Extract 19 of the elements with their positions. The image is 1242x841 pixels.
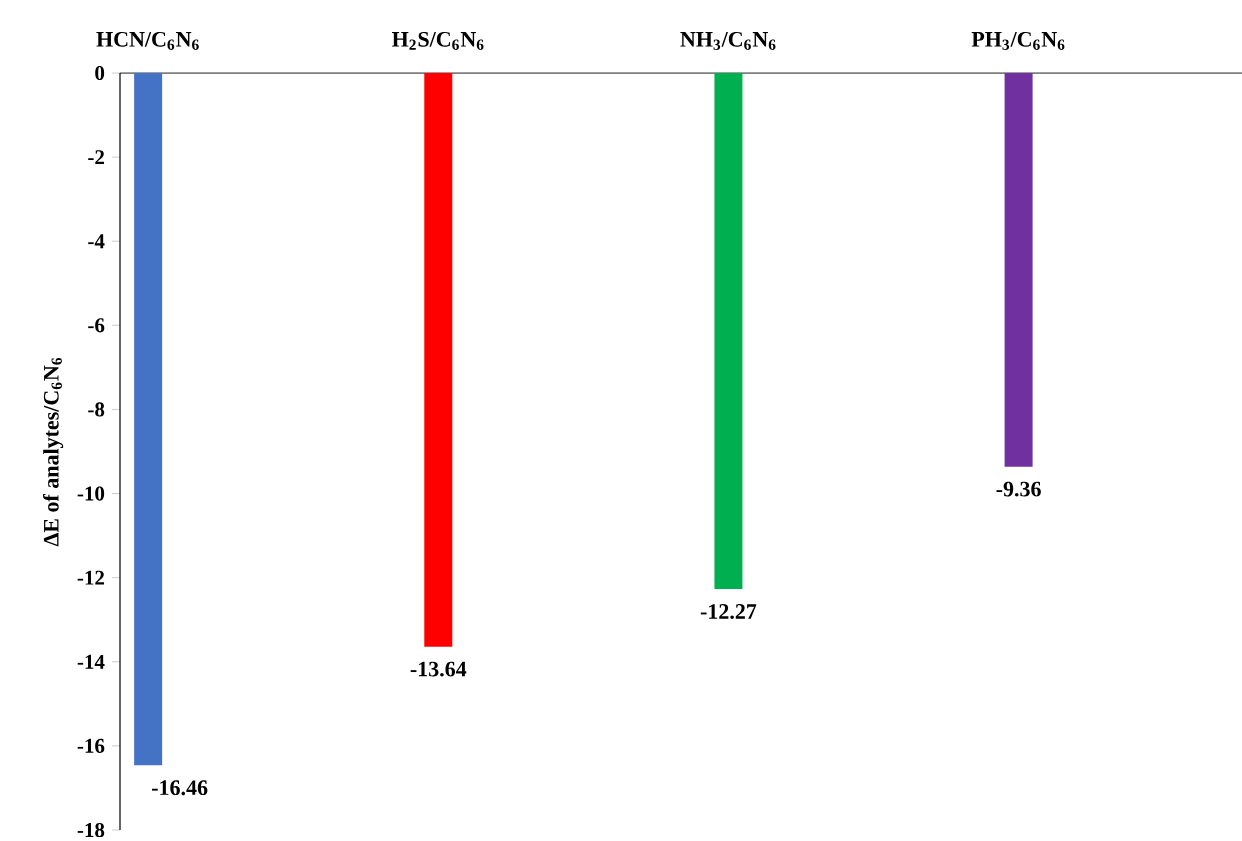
y-tick-label: -4 [88,234,105,249]
x-tick-label: HCN/C$_{6}$N$_{6}$ [96,31,199,50]
x-tick-label: PH$_{3}$/C$_{6}$N$_{6}$ [971,31,1065,50]
x-tick-label: NH$_{3}$/C$_{6}$N$_{6}$ [680,31,776,50]
y-tick-label: -2 [88,150,105,165]
data-label: -16.46 [152,780,208,796]
data-label: -13.64 [410,661,467,677]
y-tick-label: -18 [77,822,105,838]
y-tick-label: -8 [88,402,105,417]
y-tick-label: -16 [77,738,105,753]
y-tick-label: -12 [77,570,105,585]
y-tick-label: -10 [77,486,105,501]
y-tick-label: -6 [88,318,105,333]
y-tick-label: 0 [95,65,105,81]
data-label: -12.27 [700,604,757,619]
x-tick-label: H$_{2}$S/C$_{6}$N$_{6}$ [392,31,484,50]
y-axis-title: ΔE of analytes/C$_{6}$N$_{6}$ [42,357,64,547]
data-label: -9.36 [996,481,1041,497]
y-tick-label: -14 [77,654,105,669]
